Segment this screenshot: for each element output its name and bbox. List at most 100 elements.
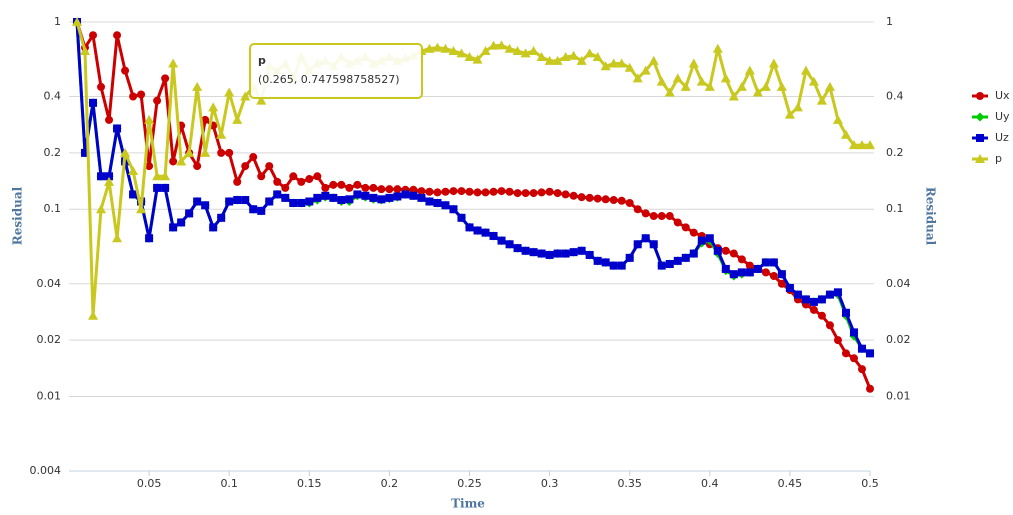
point xyxy=(153,96,162,105)
point xyxy=(433,188,442,197)
point xyxy=(617,261,626,270)
point xyxy=(265,162,274,171)
point xyxy=(233,177,242,186)
x-axis-title: Time xyxy=(451,497,485,511)
point xyxy=(232,114,243,124)
point xyxy=(569,248,578,257)
point xyxy=(737,268,746,277)
point xyxy=(592,52,603,62)
point xyxy=(689,228,698,237)
point xyxy=(345,183,354,192)
point xyxy=(177,218,186,227)
point xyxy=(808,76,819,86)
point xyxy=(784,109,795,119)
y-tick-label: 0.04 xyxy=(37,277,62,290)
point xyxy=(369,183,378,192)
point xyxy=(433,198,442,207)
point xyxy=(721,246,730,255)
point xyxy=(144,114,155,124)
point xyxy=(145,234,154,243)
point xyxy=(520,48,531,58)
point xyxy=(513,244,522,253)
point xyxy=(161,183,170,192)
point xyxy=(641,234,650,243)
point xyxy=(832,114,843,124)
point xyxy=(409,191,418,200)
point xyxy=(465,187,474,196)
point xyxy=(297,198,306,207)
point xyxy=(281,193,290,202)
point xyxy=(496,40,507,50)
y2-axis-title: Residual xyxy=(924,187,938,246)
point xyxy=(281,183,290,192)
x-tick-label: 0.25 xyxy=(457,477,482,490)
point xyxy=(521,189,530,198)
point xyxy=(369,193,378,202)
y-tick-label: 0.1 xyxy=(44,202,62,215)
y-tick-label: 0.4 xyxy=(44,90,62,103)
point xyxy=(113,31,122,40)
y2-tick-label: 0.1 xyxy=(886,202,904,215)
point xyxy=(257,172,266,181)
point xyxy=(169,223,178,232)
x-tick-label: 0.45 xyxy=(778,477,803,490)
point xyxy=(432,42,443,52)
point xyxy=(113,124,122,133)
point xyxy=(585,193,594,202)
point xyxy=(504,43,515,53)
point xyxy=(648,55,659,65)
point xyxy=(817,295,826,304)
point xyxy=(729,270,738,279)
point xyxy=(865,140,875,150)
point xyxy=(769,272,778,281)
point xyxy=(664,87,675,97)
point xyxy=(168,58,179,68)
point xyxy=(145,162,154,171)
point xyxy=(160,171,171,181)
point xyxy=(641,209,650,218)
point xyxy=(825,321,834,330)
legend-marker xyxy=(976,134,984,142)
point xyxy=(72,17,83,26)
point xyxy=(249,205,258,214)
point xyxy=(456,48,467,58)
point xyxy=(616,58,627,68)
point xyxy=(696,76,707,86)
point xyxy=(833,336,842,345)
point xyxy=(537,249,546,258)
point xyxy=(425,187,434,196)
point xyxy=(80,46,91,56)
point xyxy=(425,197,434,206)
point xyxy=(481,228,490,237)
point xyxy=(673,218,682,227)
point xyxy=(624,62,635,72)
legend-label: p xyxy=(995,152,1002,165)
x-tick-label: 0.05 xyxy=(137,477,162,490)
point xyxy=(697,236,706,245)
point xyxy=(464,52,475,62)
point xyxy=(440,43,451,53)
point xyxy=(472,54,483,64)
point xyxy=(305,175,314,184)
point xyxy=(817,311,826,320)
point xyxy=(825,290,834,299)
point xyxy=(833,288,842,297)
point xyxy=(528,46,539,56)
point xyxy=(473,188,482,197)
x-tick-label: 0.1 xyxy=(220,477,238,490)
point xyxy=(745,268,754,277)
point xyxy=(184,147,195,157)
point xyxy=(89,98,98,107)
point xyxy=(657,212,666,221)
point xyxy=(152,171,163,181)
point xyxy=(153,183,162,192)
point xyxy=(216,129,227,139)
point xyxy=(97,172,106,181)
point xyxy=(777,279,786,288)
point xyxy=(225,148,234,157)
point xyxy=(553,189,562,198)
point xyxy=(857,365,866,374)
point xyxy=(560,52,571,62)
point xyxy=(649,240,658,249)
